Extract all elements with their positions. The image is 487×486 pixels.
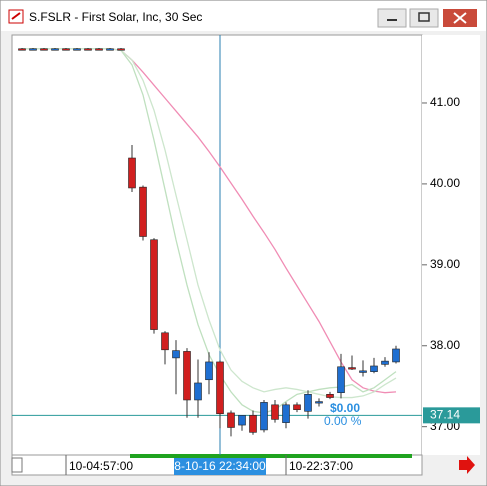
scroll-arrow[interactable] <box>459 456 475 474</box>
y-tick-label: 39.00 <box>430 257 460 271</box>
candle-body <box>326 394 334 398</box>
candle-body <box>84 48 92 51</box>
candle-body <box>194 382 202 401</box>
candle-body <box>128 157 136 189</box>
candle-body <box>370 365 378 372</box>
candle-body <box>40 48 48 51</box>
candle-body <box>51 48 59 51</box>
scroll-range <box>130 454 412 458</box>
candle-body <box>62 48 70 51</box>
candle-body <box>216 361 224 415</box>
crosshair-time-box <box>174 458 266 475</box>
candle-body <box>161 332 169 351</box>
candle-body <box>337 366 345 393</box>
change-percent: 0.00 % <box>324 414 362 428</box>
scroll-box[interactable] <box>11 457 23 473</box>
price-axis <box>422 35 480 455</box>
x-tick-label: 10-22:37:00 <box>289 459 353 473</box>
y-tick-label: 41.00 <box>430 95 460 109</box>
candle-body <box>106 48 114 51</box>
last-price-box <box>423 407 480 424</box>
candle-body <box>227 412 235 428</box>
candle-body <box>139 186 147 237</box>
y-tick-label: 38.00 <box>430 338 460 352</box>
last-price-label: 37.14 <box>430 408 460 422</box>
candle-body <box>73 48 81 51</box>
candle-body <box>271 404 279 420</box>
candle-body <box>359 370 367 373</box>
maximize-button[interactable] <box>409 8 439 28</box>
candle-body <box>348 367 356 370</box>
candle-body <box>249 415 257 433</box>
close-button[interactable] <box>443 9 477 27</box>
candle-body <box>392 348 400 363</box>
candle-body <box>238 415 246 426</box>
candle-body <box>205 361 213 381</box>
crosshair-time-label: 8-10-16 22:34:00 <box>174 459 266 473</box>
candle-body <box>18 48 26 51</box>
change-amount: $0.00 <box>330 401 360 415</box>
candle-body <box>293 404 301 410</box>
minimize-button[interactable] <box>377 8 407 28</box>
app-icon <box>8 9 24 24</box>
x-tick-label: 10-04:57:00 <box>69 459 133 473</box>
candle-body <box>29 48 37 51</box>
candle-body <box>150 239 158 330</box>
window-title: S.FSLR - First Solar, Inc, 30 Sec <box>29 10 202 24</box>
candle-body <box>304 394 312 412</box>
candle-body <box>95 48 103 51</box>
candle-body <box>381 360 389 365</box>
candle-body <box>315 401 323 404</box>
y-tick-label: 40.00 <box>430 176 460 190</box>
candle-body <box>117 48 125 51</box>
candle-body <box>172 350 180 359</box>
candle-body <box>260 402 268 431</box>
candle-body <box>282 404 290 423</box>
candle-body <box>183 351 191 401</box>
